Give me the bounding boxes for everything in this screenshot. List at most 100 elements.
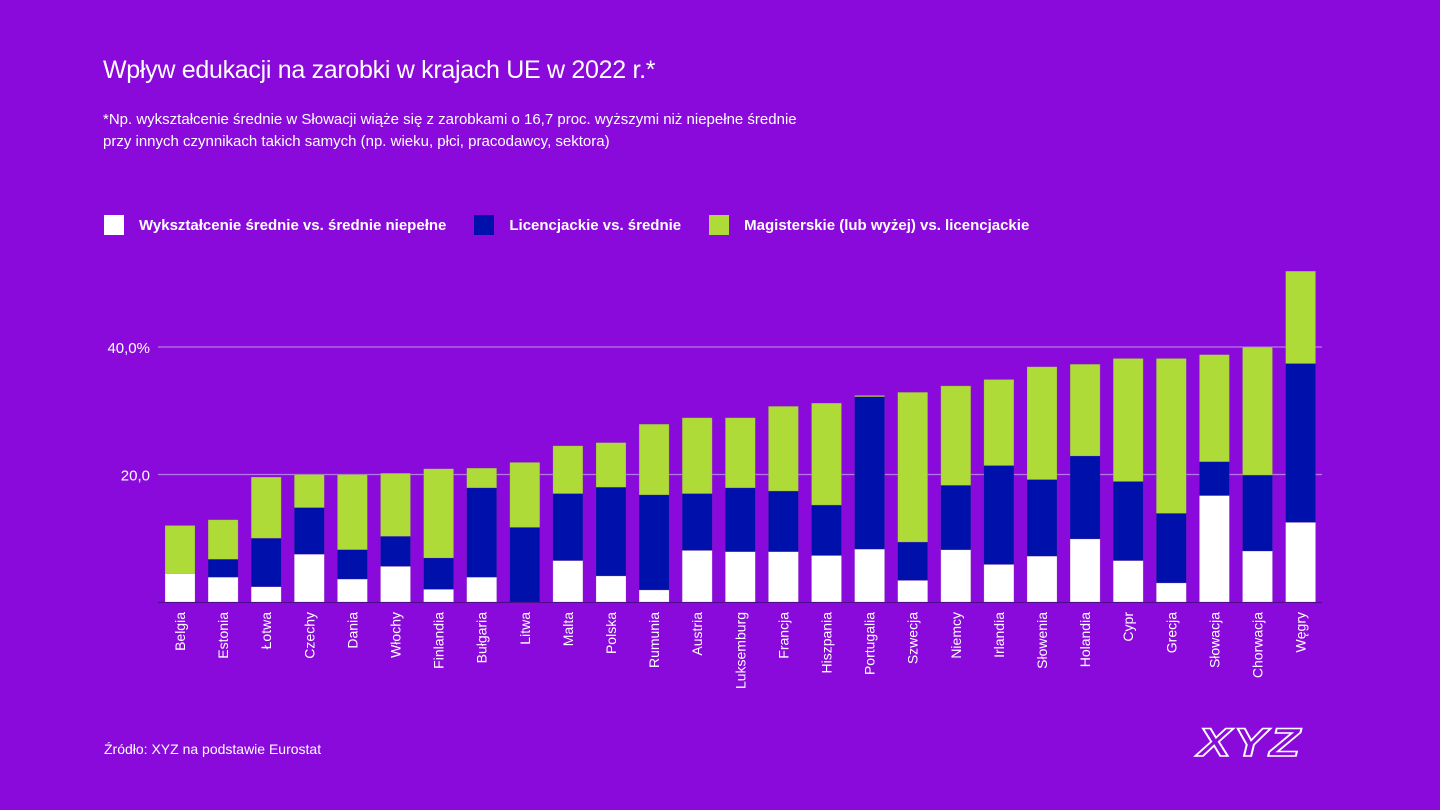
bar-segment-master [1285, 270, 1316, 364]
bar-segment-bachelor [1199, 461, 1230, 496]
bar-segment-master [1069, 363, 1101, 457]
y-tick-label: 20,0 [121, 468, 150, 485]
bar-stack [768, 405, 799, 603]
bar-stack [811, 402, 842, 603]
bar-segment-bachelor [897, 541, 929, 581]
bar-segment-secondary [940, 549, 972, 603]
bar-segment-master [423, 468, 454, 559]
bar-segment-bachelor [681, 493, 713, 551]
y-tick-label: 40,0% [107, 340, 150, 357]
x-tick-label: Estonia [215, 612, 231, 659]
bar-stack [595, 442, 627, 603]
bar-segment-secondary [638, 589, 670, 603]
legend-item-bachelor: Licencjackie vs. średnie [474, 215, 681, 235]
bar-stack [380, 472, 411, 603]
bar-segment-master [681, 417, 713, 494]
bar-segment-bachelor [293, 507, 325, 555]
bar-segment-master [293, 474, 325, 508]
bar-segment-bachelor [854, 396, 885, 550]
chart-title: Wpływ edukacji na zarobki w krajach UE w… [103, 56, 656, 84]
bar-segment-secondary [250, 586, 282, 603]
bar-segment-bachelor [1069, 455, 1101, 540]
x-tick-label: Austria [689, 612, 705, 656]
bar-segment-bachelor [768, 490, 799, 552]
bar-segment-master [509, 462, 541, 528]
x-tick-label: Hiszpania [819, 612, 835, 674]
bar-segment-secondary [1199, 495, 1230, 603]
logo-text: XYZ [1194, 722, 1302, 762]
bar-segment-bachelor [1026, 479, 1058, 557]
bar-segment-bachelor [337, 549, 368, 580]
x-tick-label: Polska [603, 612, 619, 654]
bar-segment-master [1156, 358, 1187, 514]
x-tick-label: Węgry [1293, 612, 1309, 652]
bar-stack [337, 474, 368, 603]
subtitle-line: przy innych czynnikach takich samych (np… [103, 133, 610, 150]
x-tick-label: Rumunia [646, 612, 662, 668]
bar-stack [724, 417, 756, 603]
bar-stack [552, 445, 584, 603]
x-tick-label: Niemcy [948, 612, 964, 659]
bar-segment-secondary [552, 560, 584, 603]
bar-segment-secondary [1156, 582, 1187, 603]
x-tick-label: Słowacja [1206, 612, 1222, 668]
bar-stack [897, 391, 929, 603]
bar-segment-master [1112, 358, 1144, 482]
source-note: Źródło: XYZ na podstawie Eurostat [104, 741, 322, 757]
bar-segment-secondary [897, 580, 929, 603]
x-tick-label: Bułgaria [474, 612, 490, 664]
bar-segment-bachelor [423, 557, 454, 590]
bar-segment-master [380, 472, 411, 537]
bar-segment-secondary [1285, 522, 1316, 603]
bar-segment-secondary [423, 588, 454, 603]
bar-segment-master [1242, 346, 1273, 476]
bar-segment-bachelor [1112, 481, 1144, 561]
x-tick-label: Grecja [1163, 612, 1179, 653]
bar-segment-secondary [681, 550, 713, 603]
x-tick-label: Łotwa [258, 612, 274, 650]
chart-subtitle: *Np. wykształcenie średnie w Słowacji wi… [103, 109, 903, 153]
bar-stack [854, 395, 885, 603]
x-tick-label: Chorwacja [1250, 612, 1266, 678]
bar-segment-secondary [811, 555, 842, 603]
bar-segment-secondary [164, 573, 196, 603]
bar-segment-secondary [380, 565, 411, 603]
bar-segment-secondary [1112, 560, 1144, 603]
subtitle-line: *Np. wykształcenie średnie w Słowacji wi… [103, 111, 797, 128]
x-tick-label: Włochy [388, 612, 404, 658]
x-tick-label: Cypr [1120, 612, 1136, 642]
chart-legend: Wykształcenie średnie vs. średnie niepeł… [104, 215, 1057, 235]
bar-stack [681, 417, 713, 603]
bar-segment-bachelor [940, 485, 972, 551]
x-tick-label: Finlandia [431, 612, 447, 669]
x-axis-labels: Belgia Estonia Łotwa Czechy Dania Włochy Finla… [172, 612, 1309, 689]
x-tick-label: Portugalia [862, 612, 878, 675]
bar-segment-secondary [466, 576, 498, 603]
bar-segment-secondary [854, 548, 885, 603]
bar-segment-master [595, 442, 627, 488]
legend-swatch [474, 215, 495, 235]
bar-segment-secondary [207, 576, 239, 603]
bar-segment-bachelor [552, 493, 584, 561]
bar-stack [207, 519, 239, 603]
x-tick-label: Luksemburg [732, 612, 748, 689]
legend-label: Magisterskie (lub wyżej) vs. licencjacki… [744, 216, 1030, 234]
bar-stack [940, 385, 972, 603]
bar-segment-bachelor [250, 537, 282, 588]
bar-segment-master [768, 405, 799, 492]
y-axis-ticks: 20,0 40,0% [107, 340, 150, 485]
bar-stack [638, 423, 670, 603]
bar-stack [164, 525, 196, 603]
bar-segment-master [983, 379, 1015, 466]
bars [164, 270, 1316, 603]
bar-segment-master [811, 402, 842, 506]
bar-segment-secondary [1069, 538, 1101, 603]
x-tick-label: Szwecja [905, 612, 921, 664]
bar-segment-secondary [983, 564, 1015, 603]
bar-segment-bachelor [724, 487, 756, 552]
bar-segment-bachelor [638, 494, 670, 591]
bar-segment-bachelor [595, 486, 627, 577]
legend-swatch [709, 215, 730, 235]
bar-segment-secondary [1242, 550, 1273, 603]
